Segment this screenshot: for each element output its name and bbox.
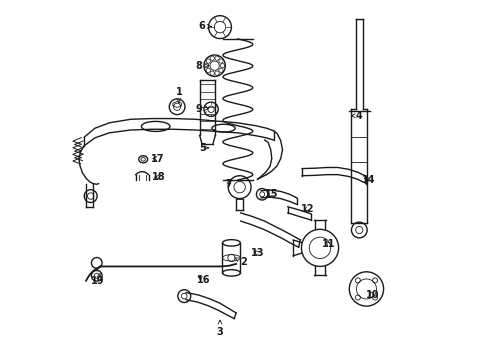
- Text: 16: 16: [197, 275, 211, 285]
- Text: 12: 12: [301, 203, 314, 213]
- Text: 11: 11: [322, 239, 336, 249]
- Text: 6: 6: [199, 21, 211, 31]
- Text: 2: 2: [235, 257, 246, 267]
- Text: 7: 7: [225, 179, 232, 189]
- Text: 1: 1: [175, 87, 182, 103]
- Text: 17: 17: [151, 154, 164, 163]
- Text: 3: 3: [217, 320, 223, 337]
- Text: 14: 14: [362, 175, 375, 185]
- Text: 13: 13: [251, 248, 264, 258]
- Text: 8: 8: [196, 61, 209, 71]
- Text: 9: 9: [196, 104, 209, 113]
- Text: 10: 10: [366, 290, 380, 300]
- Text: 19: 19: [91, 273, 104, 286]
- Text: 15: 15: [265, 189, 278, 199]
- Text: 5: 5: [199, 143, 209, 153]
- Text: 4: 4: [351, 111, 363, 121]
- Text: 18: 18: [152, 172, 165, 182]
